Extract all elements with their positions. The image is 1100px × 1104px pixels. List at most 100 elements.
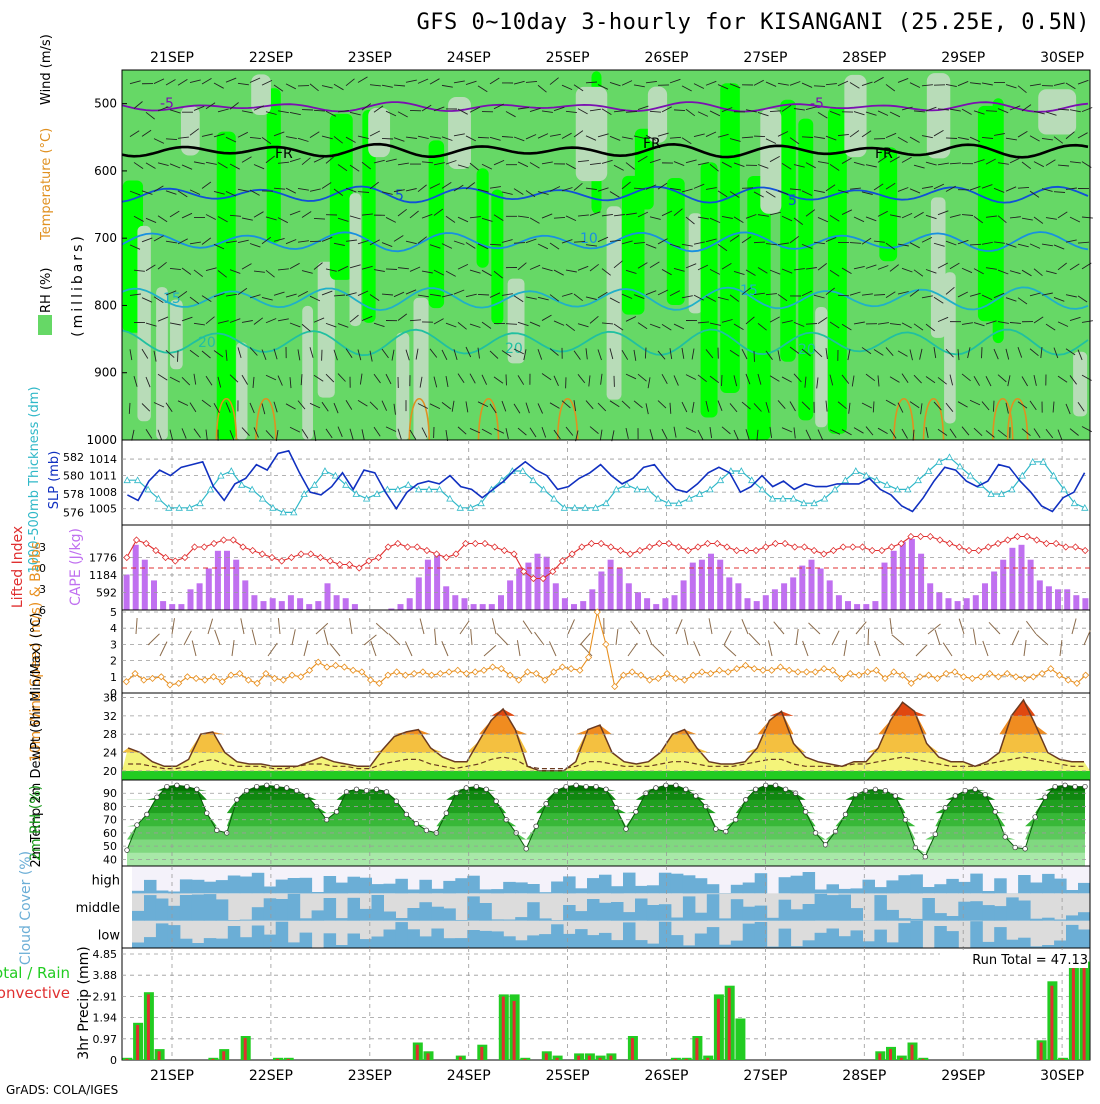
surface-wind-barb [983, 641, 988, 656]
cloud-bar [324, 898, 337, 921]
wind-barb [754, 136, 765, 137]
rh-point [733, 817, 738, 822]
cape-bar [644, 598, 650, 610]
rh-point [624, 827, 629, 832]
cloud-bar [1006, 940, 1019, 948]
cape-bar [955, 601, 961, 610]
surface-wind-barb [1036, 634, 1048, 645]
wind-speed-point [795, 669, 801, 675]
wind-speed-point [978, 674, 984, 680]
slp-tick-label: 1005 [89, 503, 117, 516]
cape-bar [544, 557, 550, 610]
li-point [211, 541, 217, 547]
cloud-bar [587, 899, 600, 921]
wind-speed-point [629, 669, 635, 675]
li-point [763, 544, 769, 550]
cape-bar [1000, 560, 1006, 610]
li-point [627, 551, 633, 557]
cloud-bar [491, 931, 504, 948]
cloud-bar [180, 939, 193, 948]
rh-point [125, 848, 130, 853]
contour-label: 20 [198, 335, 216, 351]
li-point [443, 555, 449, 561]
wind-speed-point [1065, 677, 1071, 683]
cloud-bar [695, 913, 708, 921]
cloud-bar [982, 942, 995, 948]
surface-wind-barb [989, 622, 1000, 634]
cape-bar [763, 595, 769, 610]
cloud-bar [874, 930, 887, 948]
cape-bar [288, 595, 294, 610]
wind-speed-point [350, 667, 356, 673]
cloud-bar [851, 908, 864, 921]
cloud-bar [671, 935, 684, 948]
precip-convective-bar [911, 1045, 914, 1060]
precip-convective-bar [523, 1059, 526, 1060]
wind-speed-point [490, 664, 496, 670]
cloud-bar [336, 918, 349, 921]
cloud-bar [407, 908, 420, 921]
cloud-bar [144, 880, 157, 894]
precip-convective-bar [480, 1047, 483, 1060]
cloud-bar [719, 918, 732, 920]
rh-dry-cell [944, 272, 956, 423]
precip-convective-bar [1072, 968, 1075, 1060]
cloud-bar [767, 918, 780, 921]
rh-legend-swatch [38, 315, 52, 335]
run-total-label: Run Total = 47.13 [972, 953, 1088, 968]
cloud-bar [144, 895, 157, 921]
surface-wind-barb [278, 618, 280, 634]
surface-wind-barb [364, 635, 376, 645]
wind-speed-point [769, 667, 775, 673]
rh-point [743, 798, 748, 803]
precip-tick-label: 2.91 [93, 990, 118, 1003]
cape-bar [699, 560, 705, 610]
li-point [879, 548, 885, 554]
li-point [705, 541, 711, 547]
li-point [608, 544, 614, 550]
rh-point [294, 788, 299, 793]
rh-point [574, 783, 579, 788]
precip-convective-bar [599, 1058, 602, 1060]
cape-bar [681, 580, 687, 610]
thickness-tick-label: 580 [63, 470, 84, 483]
precip-convective-bar [609, 1056, 612, 1060]
cape-tick-label: 1184 [89, 569, 117, 582]
top-date-label: 21SEP [150, 50, 194, 66]
precip-convective-bar [427, 1053, 430, 1060]
wind-speed-point [280, 677, 286, 683]
cape-bar [946, 598, 952, 610]
rh-point [973, 787, 978, 792]
wind-speed-point [934, 675, 940, 681]
rh-point [404, 812, 409, 817]
precip-convective-bar [878, 1053, 881, 1060]
cloud-bar [886, 942, 899, 948]
cloud-bar [455, 878, 468, 893]
cloud-bar [791, 876, 804, 894]
cloud-row-label: middle [76, 901, 120, 916]
thickness-point [613, 486, 619, 492]
rh-dry-cell [170, 300, 183, 370]
rh-dry-cell [236, 342, 247, 440]
cape-bar [233, 560, 239, 610]
cloud-bar [539, 934, 552, 948]
rh-wet-cell [429, 140, 444, 308]
li-point [695, 544, 701, 550]
li-point [830, 548, 836, 554]
rh-point [284, 786, 289, 791]
cape-bar [398, 604, 404, 610]
li-point [869, 548, 875, 554]
temp-area-band [122, 700, 1090, 753]
surface-wind-barb [935, 630, 940, 645]
wind-speed-point [472, 669, 478, 675]
cape-bar [343, 598, 349, 610]
cloud-bar [384, 884, 397, 894]
cloud-bar [300, 933, 313, 948]
cloud-bar [264, 935, 277, 948]
cape-bar [242, 580, 248, 610]
cloud-bar [443, 908, 456, 920]
surface-wind-barb [916, 645, 927, 656]
cloud-bar [839, 895, 852, 921]
wind-speed-point [150, 675, 156, 681]
